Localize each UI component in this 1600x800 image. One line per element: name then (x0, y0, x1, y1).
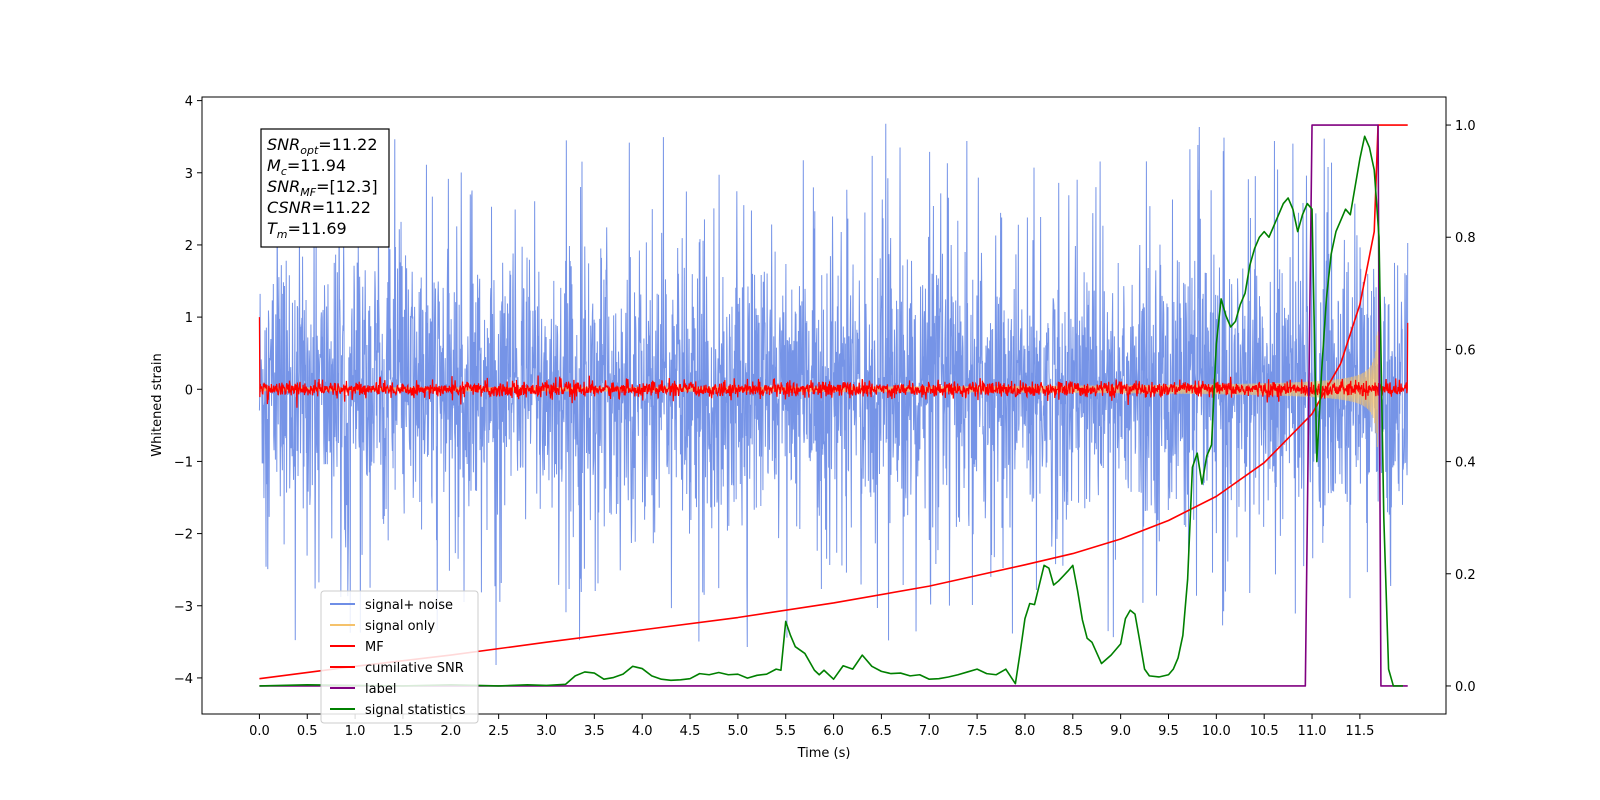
series-label-line (259, 124, 1408, 687)
annotation-line: SNRopt=11.22 (267, 135, 378, 157)
x-tick-label: 1.5 (393, 724, 414, 739)
y-right-tick-label: 0.4 (1455, 456, 1476, 471)
legend-entry: MF (365, 640, 384, 655)
x-tick-label: 1.0 (345, 724, 366, 739)
annotation-line: Mc=11.94 (267, 156, 346, 178)
x-tick-label: 5.0 (728, 724, 749, 739)
x-tick-label: 9.0 (1110, 724, 1131, 739)
y-left-tick-label: 0 (185, 383, 193, 398)
annotation-line: Tm=11.69 (267, 219, 347, 241)
series-cumulative-snr-line (259, 124, 1408, 680)
axes-frame (201, 96, 1447, 715)
legend-entry: label (365, 682, 396, 697)
y-right-tick-label: 0.0 (1455, 680, 1476, 695)
y-left-tick-label: −3 (174, 600, 193, 615)
x-tick-label: 10.5 (1250, 724, 1279, 739)
x-tick-label: 11.0 (1298, 724, 1327, 739)
legend-entry: cumilative SNR (365, 661, 464, 676)
x-tick-label: 2.0 (440, 724, 461, 739)
y-axis-right: 1.0 0.8 0.6 0.4 0.2 0.0 (1446, 119, 1476, 695)
legend-entry: signal statistics (365, 703, 466, 718)
legend-entry: signal+ noise (365, 598, 453, 613)
plot-area (258, 123, 1409, 687)
x-tick-label: 7.5 (967, 724, 988, 739)
x-tick-label: 11.5 (1345, 724, 1374, 739)
y-axis-label: Whitened strain (150, 353, 165, 456)
x-tick-label: 4.0 (632, 724, 653, 739)
series-mf-line (258, 317, 1409, 408)
annotation-line: SNRMF=[12.3] (267, 177, 378, 199)
y-axis-left: 4 3 2 1 0 −1 −2 −3 −4 (174, 95, 202, 687)
x-tick-label: 6.5 (871, 724, 892, 739)
legend: signal+ noise signal only MF cumilative SNR… (320, 590, 479, 724)
x-tick-label: 8.5 (1062, 724, 1083, 739)
x-tick-label: 3.0 (536, 724, 557, 739)
x-axis: 0.0 0.5 1.0 1.5 2.0 2.5 3.0 3.5 4.0 4.5 5.0 5.5 6.0 6… (249, 714, 1374, 739)
series-signal-statistics-line (259, 135, 1403, 687)
annotation-frame (260, 128, 390, 248)
y-left-tick-label: −1 (174, 455, 193, 470)
series-signal-noise-line (258, 123, 1409, 665)
x-tick-label: 3.5 (584, 724, 605, 739)
x-tick-label: 0.5 (297, 724, 318, 739)
x-tick-label: 9.5 (1158, 724, 1179, 739)
y-right-tick-label: 0.6 (1455, 343, 1476, 358)
y-right-tick-label: 1.0 (1455, 119, 1476, 134)
x-tick-label: 6.0 (823, 724, 844, 739)
x-tick-label: 4.5 (680, 724, 701, 739)
annotation-line: CSNR=11.22 (267, 198, 371, 217)
y-left-tick-label: −4 (174, 672, 193, 687)
annotation-box: SNRopt=11.22Mc=11.94SNRMF=[12.3]CSNR=11.… (260, 128, 390, 248)
y-right-tick-label: 0.8 (1455, 231, 1476, 246)
x-tick-label: 8.0 (1015, 724, 1036, 739)
y-left-tick-label: 2 (185, 239, 193, 254)
y-left-tick-label: 1 (185, 311, 193, 326)
y-left-tick-label: 3 (185, 167, 193, 182)
legend-frame (320, 590, 479, 724)
x-tick-label: 0.0 (249, 724, 270, 739)
x-axis-label: Time (s) (797, 746, 851, 761)
x-tick-label: 2.5 (488, 724, 509, 739)
x-tick-label: 5.5 (775, 724, 796, 739)
y-left-tick-label: −2 (174, 528, 193, 543)
y-left-tick-label: 4 (185, 95, 193, 110)
y-right-tick-label: 0.2 (1455, 568, 1476, 583)
x-tick-label: 10.0 (1202, 724, 1231, 739)
x-tick-label: 7.0 (919, 724, 940, 739)
legend-entry: signal only (365, 619, 435, 634)
